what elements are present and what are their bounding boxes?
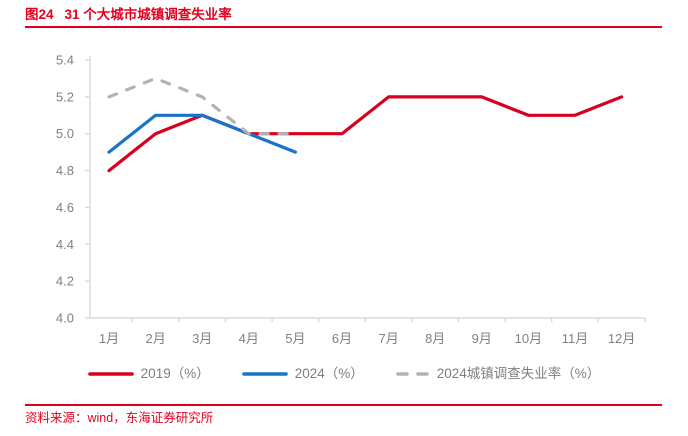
x-tick-label: 11月 — [562, 331, 589, 346]
x-tick-label: 12月 — [608, 331, 635, 346]
legend-label: 2024城镇调查失业率（%） — [436, 366, 601, 381]
y-tick-label: 4.8 — [56, 163, 74, 178]
unemployment-line-chart: 4.0 4.2 4.4 4.6 4.8 5.0 5.2 5.4 1月 2月 3月 4月 5月 6月 7月 8月… — [56, 53, 646, 346]
y-tick-label: 4.4 — [56, 237, 74, 252]
legend-swatch-line — [87, 372, 134, 376]
x-tick-label: 8月 — [425, 331, 445, 346]
figure-title: 图24 31 个大城市城镇调查失业率 — [25, 6, 232, 24]
y-tick-label: 4.6 — [56, 200, 74, 215]
x-tick-label: 7月 — [378, 331, 398, 346]
figure-number: 图24 — [25, 7, 54, 22]
legend-item-0: 2019（%） — [87, 364, 210, 384]
series-line-1 — [107, 113, 297, 154]
x-tick-label: 2月 — [145, 331, 165, 346]
x-tick-label: 4月 — [239, 331, 259, 346]
x-tick-label: 3月 — [192, 331, 212, 346]
legend-label: 2024（%） — [294, 366, 364, 381]
series-line-0 — [107, 95, 624, 173]
legend-swatch-dashed-line — [395, 372, 430, 376]
x-tick-label: 1月 — [99, 331, 119, 346]
legend-swatch-line — [241, 372, 288, 376]
x-tick-label: 10月 — [515, 331, 542, 346]
legend-item-2: 2024城镇调查失业率（%） — [395, 364, 601, 384]
y-tick-label: 4.0 — [56, 311, 74, 326]
chart-legend: 2019（%） 2024（%） 2024城镇调查失业率（%） — [0, 364, 688, 384]
footer-divider — [25, 404, 662, 406]
y-tick-label: 5.4 — [56, 53, 74, 68]
series-line-2 — [107, 76, 297, 136]
legend-label: 2019（%） — [140, 366, 210, 381]
legend-item-1: 2024（%） — [241, 364, 364, 384]
x-tick-label: 9月 — [472, 331, 492, 346]
source-note: 资料来源：wind，东海证券研究所 — [25, 411, 214, 425]
x-tick-label: 5月 — [285, 331, 305, 346]
figure-title-text: 31 个大城市城镇调查失业率 — [64, 7, 232, 22]
title-underline — [25, 26, 662, 28]
y-tick-label: 4.2 — [56, 274, 74, 289]
y-tick-label: 5.0 — [56, 126, 74, 141]
y-tick-label: 5.2 — [56, 89, 74, 104]
x-tick-label: 6月 — [332, 331, 352, 346]
